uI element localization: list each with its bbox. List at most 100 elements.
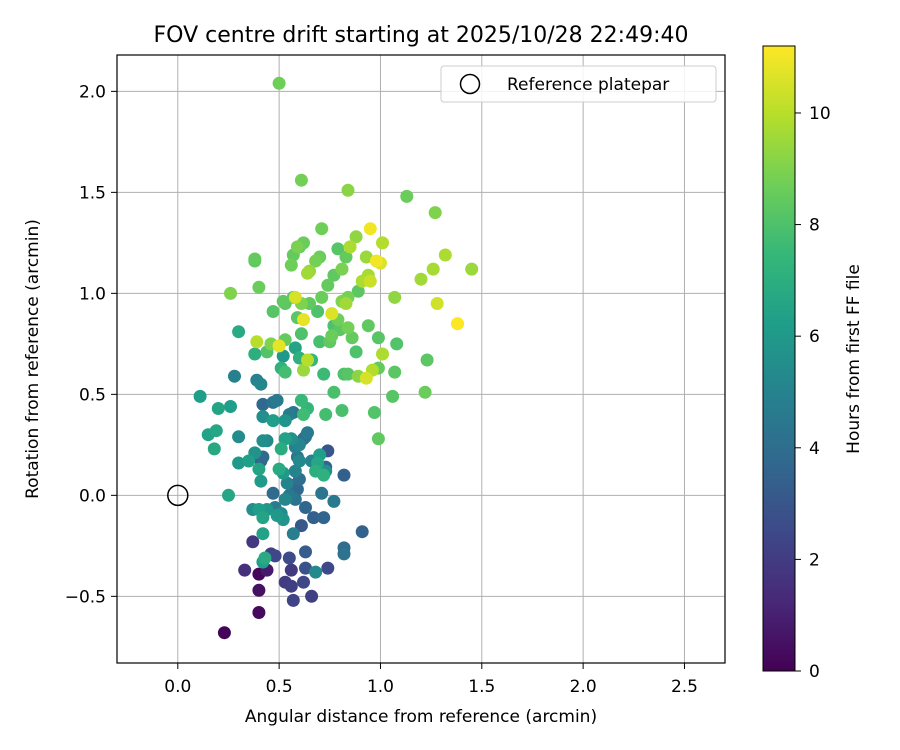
data-point bbox=[335, 262, 349, 276]
legend-reference-marker bbox=[459, 73, 481, 95]
y-tick-label: 2.0 bbox=[79, 82, 106, 102]
data-point bbox=[369, 254, 383, 268]
data-point bbox=[371, 432, 385, 446]
data-points bbox=[193, 76, 479, 640]
data-point bbox=[209, 424, 223, 438]
x-tick-label: 1.5 bbox=[468, 677, 495, 697]
x-tick-label: 0.0 bbox=[164, 677, 191, 697]
data-point bbox=[337, 468, 351, 482]
data-point bbox=[256, 527, 270, 541]
data-point bbox=[388, 365, 402, 379]
data-point bbox=[292, 454, 306, 468]
y-tick-label: −0.5 bbox=[65, 587, 106, 607]
data-point bbox=[232, 456, 246, 470]
data-point bbox=[309, 254, 323, 268]
data-point bbox=[222, 488, 235, 502]
data-point bbox=[301, 426, 314, 440]
data-point bbox=[327, 385, 341, 399]
y-tick-label: 0.0 bbox=[79, 486, 106, 506]
colorbar-tick-label: 10 bbox=[809, 104, 831, 124]
data-point bbox=[414, 272, 428, 286]
data-point bbox=[248, 252, 262, 266]
data-point bbox=[321, 561, 335, 575]
data-point bbox=[321, 278, 335, 292]
data-point bbox=[301, 353, 314, 367]
colorbar-tick-label: 8 bbox=[809, 216, 820, 236]
data-point bbox=[367, 406, 381, 419]
data-point bbox=[252, 606, 266, 619]
data-point bbox=[386, 389, 400, 403]
data-point bbox=[276, 294, 290, 308]
data-point bbox=[248, 347, 262, 361]
data-point bbox=[315, 290, 329, 304]
data-point bbox=[250, 335, 264, 349]
data-point bbox=[339, 250, 353, 264]
data-point bbox=[325, 307, 339, 321]
colorbar-gradient bbox=[762, 45, 796, 672]
data-point bbox=[217, 626, 231, 640]
data-point bbox=[349, 230, 363, 244]
data-point bbox=[307, 511, 321, 525]
data-point bbox=[268, 549, 282, 563]
data-point bbox=[284, 563, 298, 577]
data-point bbox=[297, 408, 310, 421]
data-point bbox=[258, 551, 272, 565]
data-point bbox=[228, 369, 241, 383]
data-point bbox=[341, 367, 355, 381]
legend: Reference platepar bbox=[440, 65, 717, 103]
data-point bbox=[270, 393, 284, 407]
data-point bbox=[327, 494, 341, 508]
x-axis-ticks: 0.0 0.5 1.0 1.5 2.0 2.5 bbox=[164, 663, 698, 697]
data-point bbox=[224, 400, 237, 413]
data-point bbox=[254, 377, 268, 391]
data-point bbox=[294, 393, 308, 407]
data-point bbox=[282, 551, 296, 565]
data-point bbox=[246, 535, 260, 549]
colorbar-tick-label: 6 bbox=[809, 327, 820, 347]
y-axis-label: Rotation from reference (arcmin) bbox=[23, 219, 43, 499]
y-tick-label: 1.5 bbox=[79, 183, 106, 203]
data-point bbox=[286, 527, 300, 541]
data-point bbox=[400, 189, 414, 203]
data-point bbox=[351, 284, 365, 298]
data-point bbox=[339, 297, 353, 310]
y-tick-label: 1.0 bbox=[79, 284, 106, 304]
data-point bbox=[309, 565, 323, 579]
data-point bbox=[294, 327, 308, 341]
data-point bbox=[256, 434, 270, 448]
data-point bbox=[276, 349, 290, 363]
data-point bbox=[331, 242, 345, 256]
data-point bbox=[363, 274, 377, 288]
data-point bbox=[363, 222, 377, 236]
data-point bbox=[278, 365, 292, 379]
colorbar: 0 2 4 6 8 10 Hours from first FF file bbox=[762, 45, 864, 682]
plot-frame bbox=[116, 54, 726, 664]
data-point bbox=[238, 563, 252, 577]
data-point bbox=[207, 442, 221, 456]
data-point bbox=[451, 317, 464, 331]
data-point bbox=[297, 313, 310, 327]
data-point bbox=[345, 331, 359, 345]
x-tick-label: 0.5 bbox=[266, 677, 293, 697]
data-point bbox=[376, 347, 389, 361]
data-point bbox=[278, 432, 292, 446]
data-point bbox=[325, 329, 339, 343]
data-point bbox=[256, 410, 270, 424]
data-point bbox=[317, 468, 331, 482]
data-point bbox=[278, 414, 292, 428]
data-point bbox=[288, 464, 302, 478]
data-point bbox=[280, 476, 294, 490]
data-point bbox=[284, 258, 298, 272]
data-point bbox=[315, 222, 329, 236]
data-point bbox=[272, 339, 286, 353]
data-point bbox=[359, 250, 373, 264]
data-point bbox=[376, 236, 389, 250]
data-point bbox=[426, 262, 440, 276]
data-point bbox=[254, 474, 268, 488]
x-axis-label: Angular distance from reference (arcmin) bbox=[245, 707, 597, 727]
data-point bbox=[270, 509, 284, 522]
data-point bbox=[317, 367, 331, 381]
data-point bbox=[317, 511, 331, 525]
data-point bbox=[337, 547, 351, 561]
